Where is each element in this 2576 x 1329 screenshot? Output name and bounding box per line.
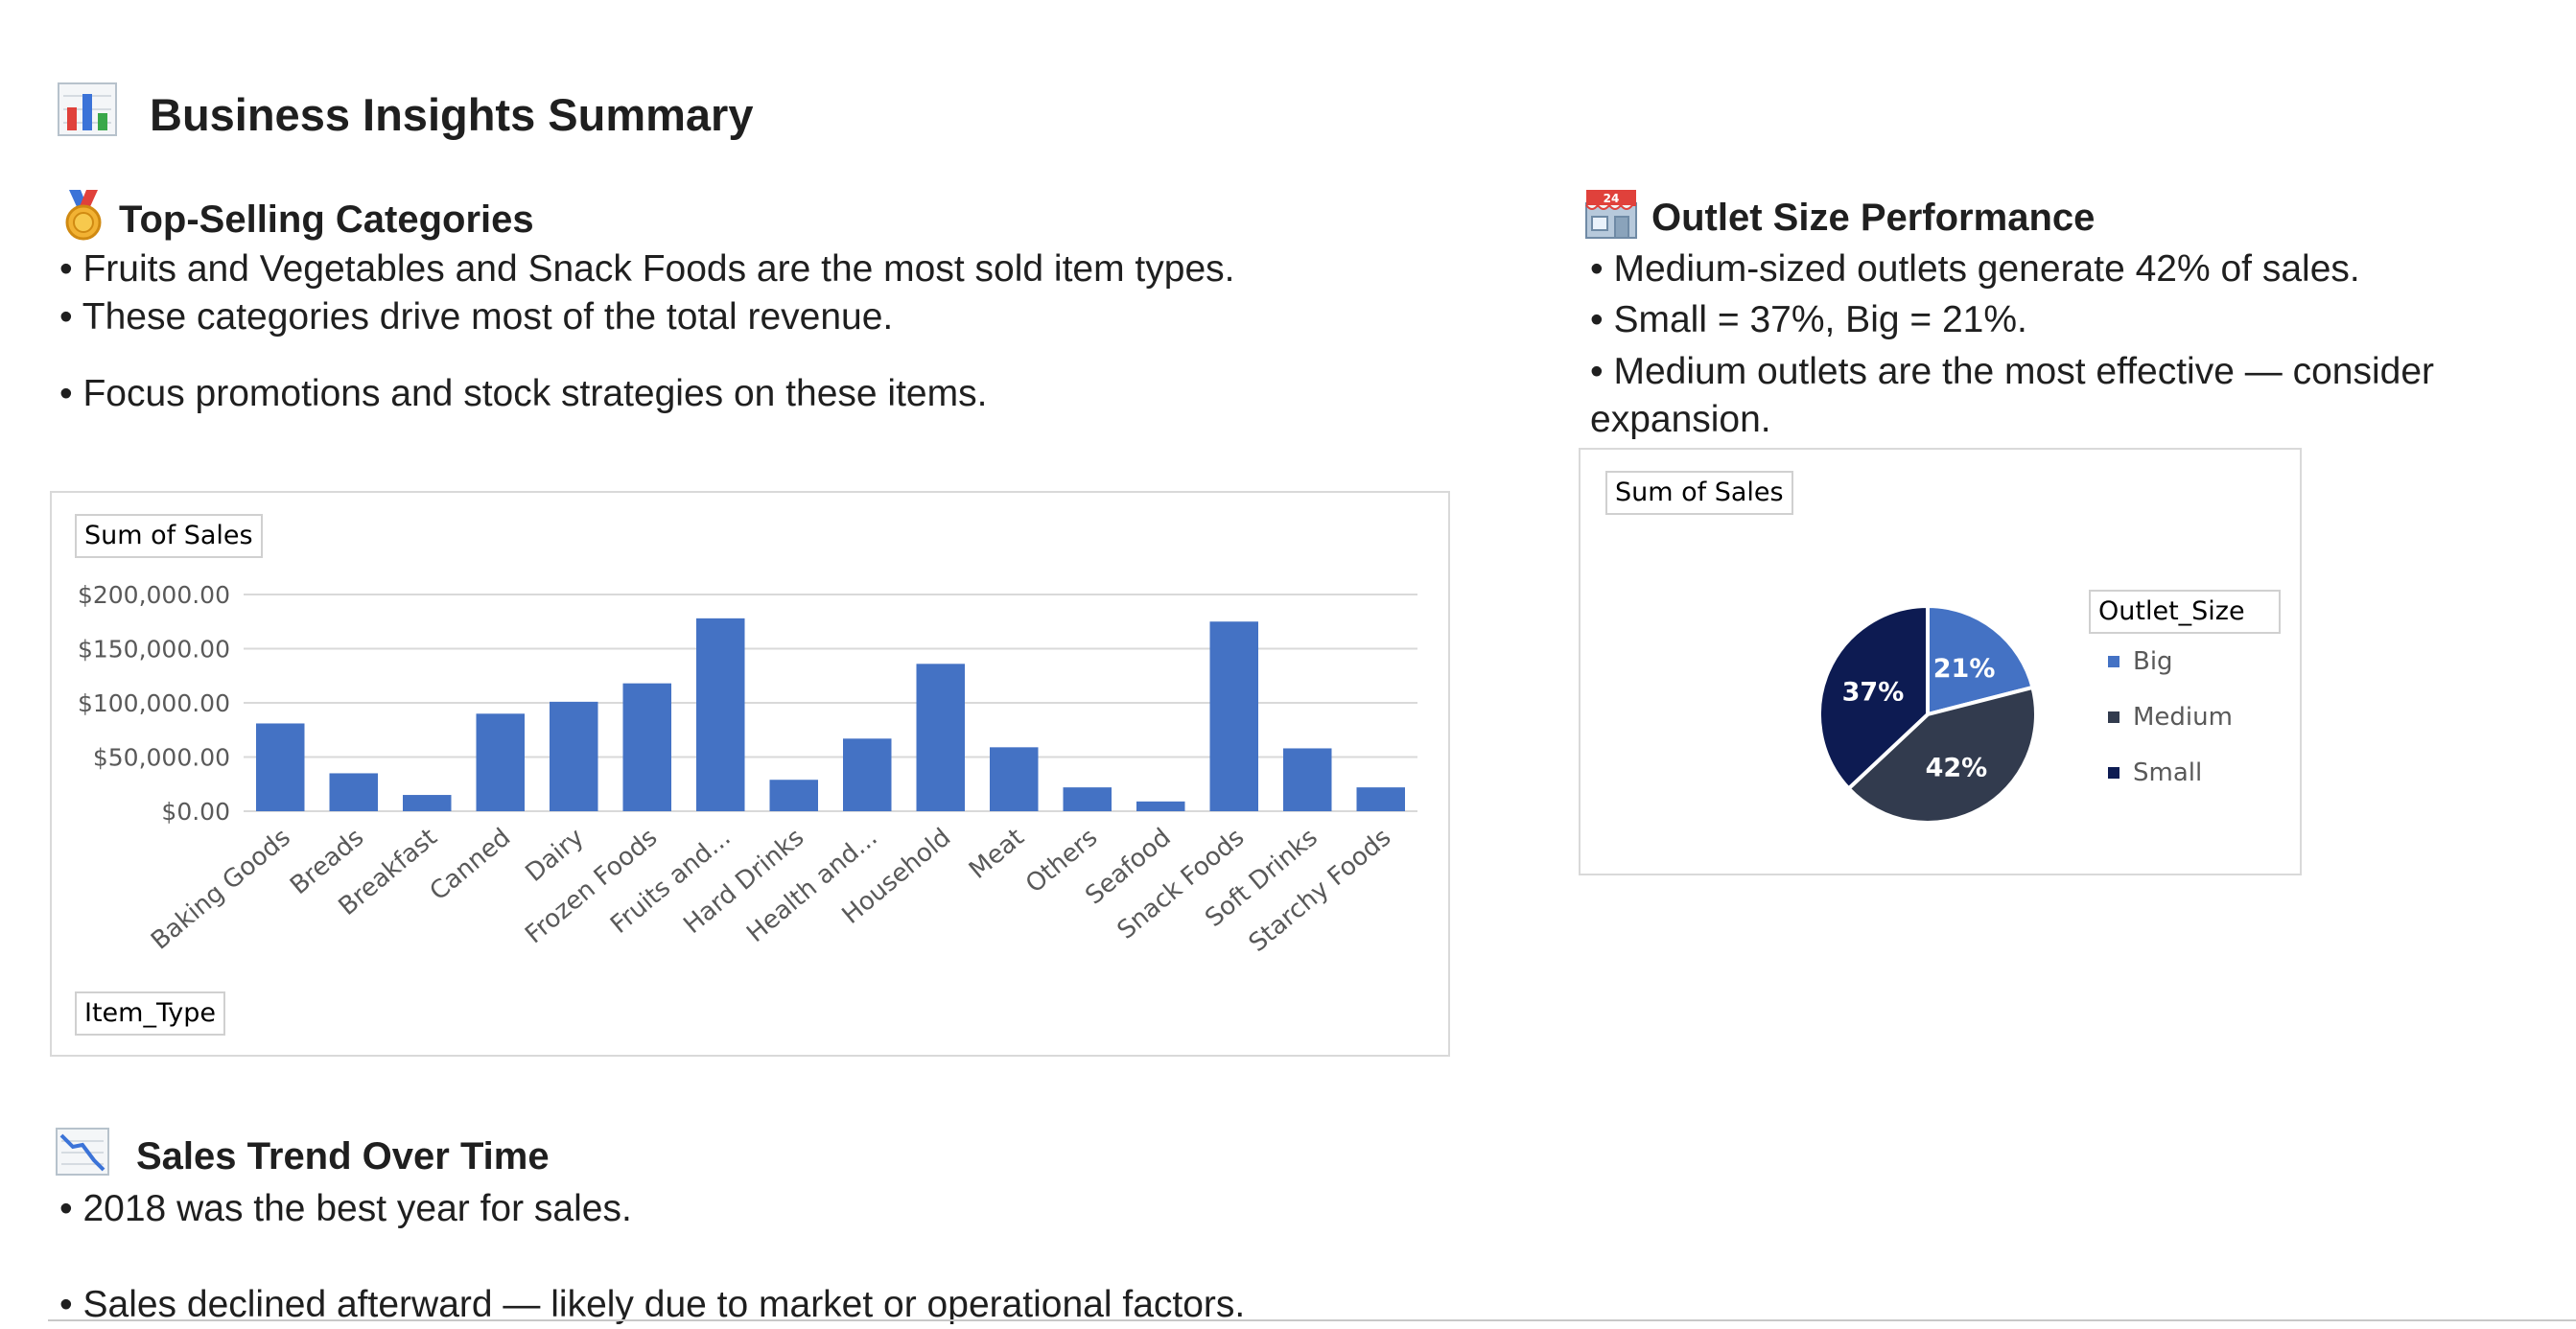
pie-data-label: 21% [1933,654,1996,684]
pie-slice-big[interactable] [1926,603,2035,717]
bar[interactable] [696,618,745,811]
bar[interactable] [622,683,671,811]
top-selling-bullet-1: • Fruits and Vegetables and Snack Foods … [59,248,1235,290]
pie-slice-small[interactable] [1817,603,1930,792]
bar[interactable] [769,780,818,811]
bar[interactable] [256,723,305,811]
store-icon: 24 [1584,186,1638,249]
top-selling-bullet-2: • These categories drive most of the tot… [59,296,894,338]
bar[interactable] [1136,801,1185,811]
top-selling-heading-text: Top-Selling Categories [119,198,534,241]
page-title-text: Business Insights Summary [150,89,754,140]
x-tick-label: Health and... [741,823,882,948]
top-selling-bullet-3: • Focus promotions and stock strategies … [59,373,988,414]
bar[interactable] [990,747,1039,811]
bar[interactable] [1209,621,1258,811]
item-type-field-button[interactable]: Item_Type [75,991,225,1036]
bar[interactable] [329,773,378,811]
x-tick-label: Snack Foods [1112,823,1251,944]
legend-item[interactable]: Small [2108,757,2202,789]
sales-by-item-type-chart[interactable]: Sum of Sales $0.00 $50,000.00 $100,000.00 $… [50,491,1450,1057]
legend-item[interactable]: Big [2108,645,2173,678]
legend-label: Small [2133,758,2203,787]
y-tick-label: $0.00 [161,798,230,826]
outlet-size-bullet-2: • Small = 37%, Big = 21%. [1590,299,2027,340]
outlet-size-bullet-3: • Medium outlets are the most effective … [1590,351,2434,440]
svg-text:24: 24 [1604,192,1620,205]
sales-trend-heading: Sales Trend Over Time [56,1128,550,1185]
bar-chart-plot: $0.00 $50,000.00 $100,000.00 $150,000.00 $20… [78,581,1417,958]
sales-trend-heading-text: Sales Trend Over Time [136,1134,550,1177]
pie-sum-of-sales-field-button[interactable]: Sum of Sales [1605,471,1793,515]
medal-icon [61,188,105,251]
sum-of-sales-field-button[interactable]: Sum of Sales [75,514,263,558]
bar[interactable] [843,738,892,811]
pie-data-label: 37% [1842,677,1905,707]
bar[interactable] [476,713,525,811]
legend-label: Medium [2133,703,2233,732]
x-tick-label: Meat [964,823,1030,884]
outlet-size-heading: 24 Outlet Size Performance [1584,186,2095,249]
bar[interactable] [550,701,598,811]
pie-slice-medium[interactable] [1845,685,2038,825]
legend-swatch [2108,767,2119,779]
bar[interactable] [1283,748,1332,811]
bar-chart-icon [58,82,117,147]
legend-label: Big [2133,647,2173,676]
page-divider [48,1319,2576,1321]
y-tick-label: $200,000.00 [78,581,230,609]
pie-data-label: 42% [1926,753,1988,782]
legend-swatch [2108,711,2119,723]
sales-trend-bullet-2: • Sales declined afterward — likely due … [59,1284,1246,1325]
outlet-size-field-button[interactable]: Outlet_Size [2089,590,2281,634]
y-tick-label: $50,000.00 [93,744,230,772]
chart-decreasing-icon [56,1128,109,1185]
bar[interactable] [916,664,965,811]
x-tick-label: Baking Goods [146,823,296,955]
legend-swatch [2108,656,2119,667]
top-selling-heading: Top-Selling Categories [61,188,534,251]
bar[interactable] [1063,787,1112,811]
bar[interactable] [403,795,452,811]
y-tick-label: $150,000.00 [78,636,230,664]
page-title: Business Insights Summary [58,82,753,147]
sales-trend-bullet-1: • 2018 was the best year for sales. [59,1188,632,1229]
outlet-size-pie-chart[interactable]: Sum of Sales 21% 42% 37% Outlet_Size Big Me… [1579,448,2302,875]
pie-chart-plot: 21% 42% 37% [1817,603,2038,825]
bar[interactable] [1356,787,1405,811]
outlet-size-heading-text: Outlet Size Performance [1651,196,2096,239]
outlet-size-bullet-1: • Medium-sized outlets generate 42% of s… [1590,248,2360,290]
legend-item[interactable]: Medium [2108,701,2233,734]
y-tick-label: $100,000.00 [78,689,230,717]
x-tick-label: Canned [425,823,517,906]
